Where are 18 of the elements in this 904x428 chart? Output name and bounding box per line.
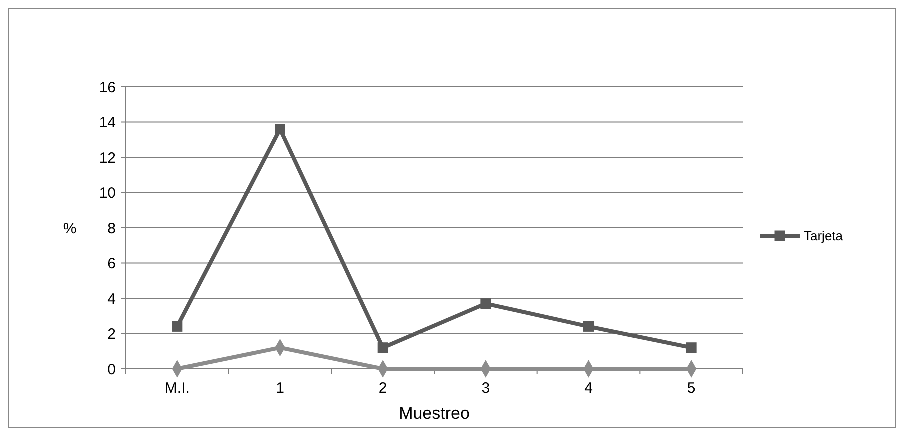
- y-axis-title: %: [63, 220, 77, 238]
- x-tick-label: 5: [687, 380, 696, 397]
- y-tick-label: 2: [108, 326, 116, 343]
- legend-label: Tarjeta: [804, 228, 844, 244]
- x-tick-label: 4: [584, 380, 593, 397]
- y-tick-label: 8: [108, 220, 116, 238]
- x-tick-label: 3: [482, 380, 490, 397]
- y-tick-label: 4: [108, 290, 116, 308]
- x-axis-title: Muestreo: [399, 404, 470, 423]
- y-tick-label: 0: [108, 361, 116, 378]
- x-tick-label: M.I.: [164, 380, 190, 397]
- y-tick-label: 16: [99, 79, 116, 96]
- y-tick-label: 10: [99, 185, 116, 202]
- y-tick-label: 6: [108, 256, 116, 272]
- y-tick-label: 12: [99, 150, 116, 167]
- y-tick-label: 14: [99, 114, 116, 132]
- x-tick-label: 2: [378, 380, 388, 397]
- x-tick-label: 1: [276, 380, 284, 397]
